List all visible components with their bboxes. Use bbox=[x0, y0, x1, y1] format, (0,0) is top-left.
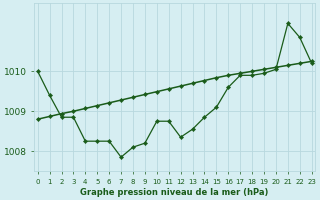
X-axis label: Graphe pression niveau de la mer (hPa): Graphe pression niveau de la mer (hPa) bbox=[81, 188, 269, 197]
